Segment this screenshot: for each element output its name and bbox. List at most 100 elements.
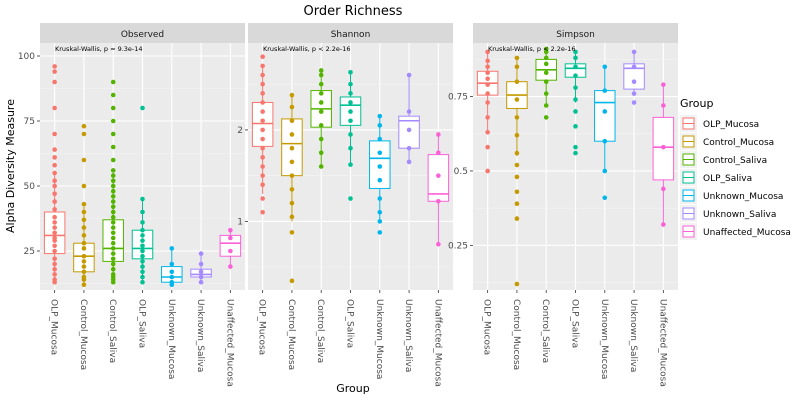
point-shannon-control-saliva — [318, 81, 324, 87]
point-observed-control-saliva — [110, 199, 116, 204]
point-observed-unaffected-mucosa — [228, 248, 233, 254]
point-shannon-unknown-saliva — [406, 72, 412, 78]
point-simpson-control-mucosa — [514, 216, 520, 221]
legend-title: Group — [680, 97, 714, 110]
point-shannon-olp-mucosa — [260, 155, 265, 160]
point-simpson-control-mucosa — [514, 132, 520, 138]
point-shannon-unknown-mucosa — [377, 230, 383, 235]
point-shannon-unknown-mucosa — [377, 136, 383, 142]
point-shannon-control-saliva — [318, 164, 324, 169]
strip-label-observed: Observed — [121, 30, 164, 40]
point-observed-olp-saliva — [140, 253, 145, 259]
point-simpson-olp-mucosa — [485, 70, 490, 76]
y-axis-label: Alpha Diversity Measure — [4, 99, 17, 233]
point-observed-olp-mucosa — [52, 105, 57, 111]
point-simpson-control-mucosa — [514, 174, 520, 180]
point-simpson-olp-mucosa — [485, 82, 490, 87]
point-shannon-olp-saliva — [348, 109, 353, 114]
point-observed-olp-saliva — [140, 209, 145, 215]
point-shannon-control-saliva — [318, 68, 324, 73]
point-observed-control-saliva — [110, 220, 116, 225]
point-simpson-unknown-mucosa — [602, 168, 608, 174]
point-observed-control-saliva — [110, 79, 116, 85]
point-observed-olp-saliva — [140, 227, 145, 233]
point-observed-olp-saliva — [140, 264, 145, 269]
box-observed-unknown-mucosa — [161, 266, 183, 283]
point-simpson-olp-saliva — [573, 124, 578, 129]
point-observed-olp-mucosa — [52, 199, 57, 204]
x-tick-label-simpson-olp-mucosa: OLP_Mucosa — [482, 299, 492, 355]
point-shannon-olp-saliva — [348, 145, 353, 151]
point-observed-control-saliva — [110, 240, 116, 246]
point-observed-olp-saliva — [140, 269, 145, 275]
point-simpson-unknown-mucosa — [602, 109, 608, 114]
point-observed-olp-saliva — [140, 233, 145, 238]
point-simpson-control-mucosa — [514, 79, 520, 84]
strip-shannon — [248, 23, 453, 43]
point-simpson-unaffected-mucosa — [661, 186, 666, 192]
x-tick-label-observed-control-saliva: Control_Saliva — [107, 299, 117, 363]
point-observed-control-mucosa — [81, 264, 87, 269]
point-shannon-control-mucosa — [289, 104, 295, 110]
point-observed-unknown-mucosa — [169, 261, 175, 267]
point-simpson-unknown-saliva — [631, 100, 637, 105]
point-observed-olp-mucosa — [52, 178, 57, 184]
point-simpson-olp-saliva — [573, 109, 578, 114]
point-observed-control-mucosa — [81, 123, 87, 129]
point-shannon-unknown-mucosa — [377, 123, 383, 128]
point-observed-olp-mucosa — [52, 248, 57, 254]
legend-label-unaffected-mucosa: Unaffected_Mucosa — [703, 228, 791, 238]
point-observed-olp-mucosa — [52, 69, 57, 74]
strip-label-simpson: Simpson — [556, 30, 595, 40]
point-observed-olp-mucosa — [52, 266, 57, 272]
point-shannon-control-saliva — [318, 109, 324, 114]
point-simpson-olp-saliva — [573, 64, 578, 70]
point-shannon-control-saliva — [318, 136, 324, 142]
point-shannon-control-mucosa — [289, 200, 295, 206]
point-observed-unaffected-mucosa — [228, 235, 233, 241]
point-shannon-olp-saliva — [348, 162, 353, 167]
point-simpson-unknown-saliva — [631, 49, 637, 55]
point-observed-control-mucosa — [81, 253, 87, 259]
point-simpson-unknown-mucosa — [602, 88, 608, 93]
point-simpson-olp-mucosa — [485, 115, 490, 120]
y-tick-label-simpson: 0.5 — [454, 167, 468, 177]
point-shannon-olp-saliva — [348, 81, 353, 87]
point-simpson-unknown-mucosa — [602, 138, 608, 144]
point-observed-olp-mucosa — [52, 230, 57, 236]
point-observed-control-saliva — [110, 251, 116, 256]
point-observed-control-saliva — [110, 246, 116, 251]
point-observed-control-saliva — [110, 256, 116, 262]
point-simpson-control-mucosa — [514, 97, 520, 102]
point-observed-olp-mucosa — [52, 272, 57, 277]
box-observed-control-saliva — [102, 219, 124, 262]
y-tick-label-simpson: 0.25 — [448, 241, 468, 251]
point-simpson-olp-saliva — [573, 55, 578, 61]
point-shannon-control-mucosa — [289, 92, 295, 98]
point-shannon-olp-saliva — [348, 196, 353, 201]
point-observed-control-mucosa — [81, 246, 87, 251]
point-simpson-control-mucosa — [514, 150, 520, 156]
point-simpson-control-mucosa — [514, 281, 520, 287]
point-observed-olp-mucosa — [52, 225, 57, 230]
point-observed-olp-saliva — [140, 279, 145, 285]
legend-label-olp-saliva: OLP_Saliva — [703, 174, 752, 184]
point-simpson-control-saliva — [543, 91, 549, 96]
point-shannon-olp-mucosa — [260, 63, 265, 69]
box-observed-unaffected-mucosa — [219, 234, 242, 257]
point-observed-control-mucosa — [81, 282, 87, 288]
annotation-shannon: Kruskal-Wallis, p < 2.2e-16 — [263, 45, 351, 53]
point-simpson-unknown-mucosa — [602, 64, 608, 70]
box-simpson-unknown-saliva — [623, 63, 645, 90]
point-shannon-olp-saliva — [348, 100, 353, 105]
point-shannon-olp-mucosa — [260, 209, 265, 215]
point-observed-control-mucosa — [81, 183, 87, 189]
point-shannon-control-mucosa — [289, 173, 295, 178]
point-shannon-unknown-mucosa — [377, 164, 383, 169]
point-observed-olp-mucosa — [52, 256, 57, 262]
annotation-simpson: Kruskal-Wallis, p < 2.2e-16 — [488, 45, 576, 53]
x-tick-label-shannon-olp-mucosa: OLP_Mucosa — [257, 299, 267, 355]
point-observed-olp-mucosa — [52, 277, 57, 282]
point-shannon-unknown-mucosa — [377, 113, 383, 119]
